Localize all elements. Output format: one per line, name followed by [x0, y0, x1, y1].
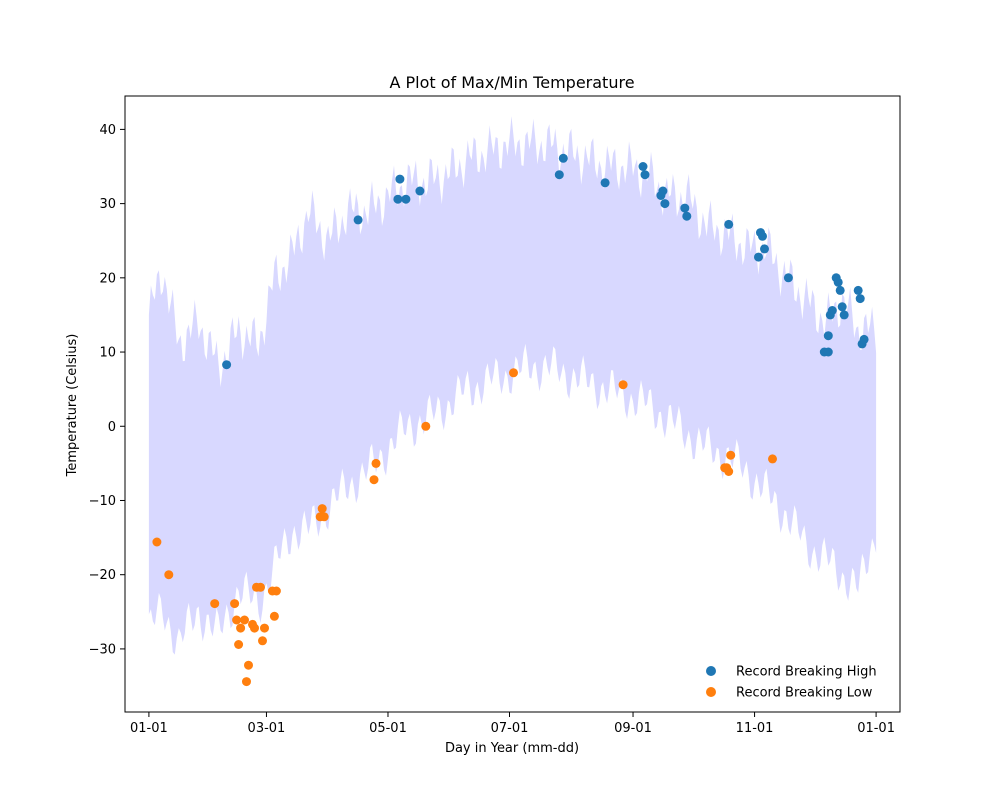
record-low-point — [152, 537, 162, 547]
x-tick-label: 01-01 — [857, 721, 895, 736]
record-high-point — [222, 360, 232, 370]
record-high-point — [839, 310, 849, 320]
record-low-point — [260, 623, 269, 633]
band-layer — [148, 116, 877, 655]
x-axis-ticks: 01-01 03-01 05-01 07-01 09-01 11-01 01-01 — [130, 712, 895, 736]
record-low-point — [768, 454, 777, 464]
record-high-point — [724, 219, 734, 229]
y-tick-label: 20 — [99, 271, 116, 286]
x-tick-label: 01-01 — [130, 721, 168, 736]
record-high-point — [658, 186, 668, 196]
record-high-point — [835, 285, 845, 295]
record-high-point — [680, 203, 690, 213]
record-high-point — [353, 215, 363, 225]
record-low-point — [234, 640, 244, 649]
record-high-point — [401, 194, 411, 204]
record-high-point — [837, 302, 847, 312]
y-tick-label: −20 — [89, 568, 116, 583]
record-high-point — [754, 252, 763, 262]
y-tick-label: −10 — [89, 494, 116, 509]
record-low-point — [250, 623, 259, 633]
temperature-range-band — [148, 116, 877, 655]
x-axis-label: Day in Year (mm-dd) — [445, 741, 579, 756]
record-high-point — [823, 331, 833, 341]
record-low-point — [509, 368, 518, 378]
record-high-point — [827, 306, 837, 315]
record-high-point — [783, 273, 793, 283]
record-high-point — [600, 178, 610, 188]
record-low-point — [371, 458, 381, 468]
x-tick-label: 09-01 — [614, 721, 652, 736]
record-low-point — [210, 599, 220, 609]
record-low-point — [369, 475, 379, 485]
axes-frame — [124, 95, 901, 713]
record-high-point — [640, 170, 650, 180]
record-low-point — [236, 623, 246, 633]
points-layer — [152, 153, 869, 687]
record-low-point — [618, 380, 628, 390]
legend-marker — [706, 666, 716, 676]
x-tick-label: 05-01 — [369, 721, 407, 736]
record-high-point — [833, 277, 843, 287]
y-tick-label: 30 — [99, 197, 116, 212]
record-low-point — [164, 570, 174, 580]
y-tick-label: 0 — [108, 420, 116, 435]
record-high-point — [682, 211, 692, 221]
record-high-point — [855, 294, 865, 304]
record-high-point — [660, 199, 670, 209]
record-low-point — [244, 660, 253, 670]
record-high-point — [393, 194, 403, 204]
y-axis-ticks: −30 −20 −10 0 10 20 30 40 — [89, 123, 125, 657]
x-tick-label: 07-01 — [491, 721, 529, 736]
record-low-point — [242, 677, 251, 687]
record-high-point — [859, 334, 869, 344]
legend-label: Record Breaking High — [736, 665, 877, 680]
record-low-point — [317, 504, 327, 514]
y-tick-label: −30 — [89, 642, 116, 657]
x-tick-label: 11-01 — [736, 721, 774, 736]
record-high-point — [558, 153, 568, 163]
record-low-point — [269, 611, 279, 621]
record-low-point — [258, 636, 267, 646]
record-high-point — [395, 174, 405, 184]
record-low-point — [256, 582, 265, 592]
record-low-point — [232, 615, 242, 625]
record-high-point — [554, 170, 564, 180]
legend: Record Breaking High Record Breaking Low — [706, 665, 877, 701]
legend-marker — [706, 687, 716, 697]
record-high-point — [853, 285, 863, 295]
record-low-point — [724, 467, 734, 476]
record-low-point — [319, 512, 329, 522]
record-low-point — [726, 450, 736, 460]
record-high-point — [760, 244, 769, 254]
chart-title: A Plot of Max/Min Temperature — [389, 73, 634, 92]
x-tick-label: 03-01 — [248, 721, 286, 736]
record-high-point — [638, 162, 648, 171]
record-low-point — [240, 615, 249, 625]
y-axis-label: Temperature (Celsius) — [65, 334, 80, 478]
legend-label: Record Breaking Low — [736, 686, 873, 701]
record-low-point — [271, 586, 281, 596]
y-tick-label: 40 — [99, 123, 116, 138]
record-high-point — [758, 231, 767, 241]
record-low-point — [421, 421, 431, 431]
record-low-point — [230, 599, 240, 609]
record-high-point — [823, 347, 833, 357]
y-tick-label: 10 — [99, 346, 116, 361]
record-high-point — [415, 186, 425, 196]
